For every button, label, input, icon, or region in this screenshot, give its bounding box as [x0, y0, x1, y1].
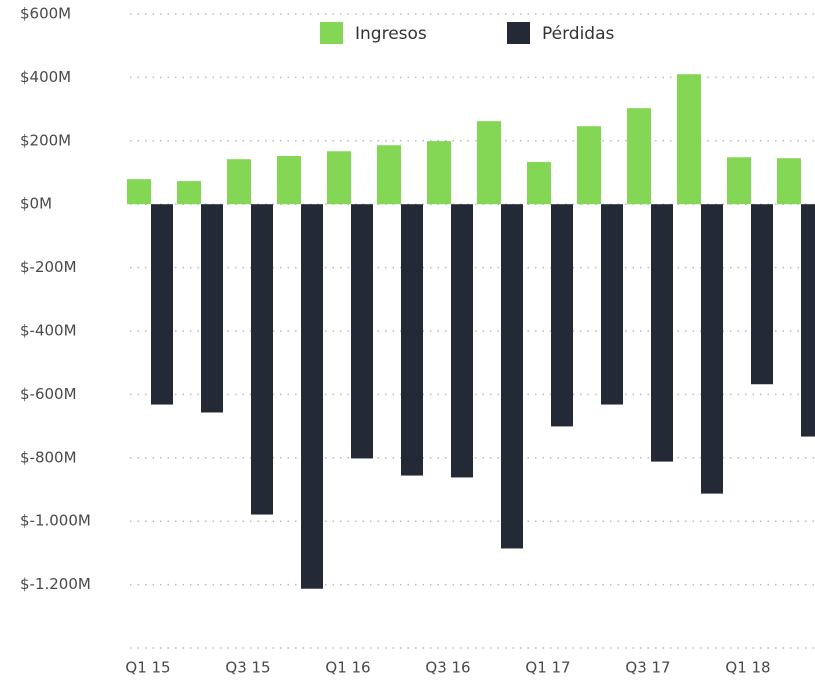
y-tick-label: $200M: [20, 131, 71, 149]
bar: [501, 204, 523, 549]
x-tick-label: Q3 15: [225, 659, 270, 677]
y-tick-label: $600M: [20, 5, 71, 23]
bar: [227, 159, 251, 205]
bar: [751, 204, 773, 385]
bar: [527, 162, 551, 205]
bar: [177, 181, 201, 205]
legend-swatch: [507, 22, 530, 44]
bar: [327, 151, 351, 205]
y-tick-label: $400M: [20, 68, 71, 86]
bar: [151, 204, 173, 405]
x-tick-label: Q1 15: [125, 659, 170, 677]
x-tick-label: Q1 17: [525, 659, 570, 677]
legend-label: Ingresos: [355, 24, 427, 44]
bar: [551, 204, 573, 427]
bar: [377, 145, 401, 205]
bar: [577, 126, 601, 205]
bar: [427, 141, 451, 205]
y-tick-label: $0M: [20, 195, 52, 213]
x-tick-label: Q1 16: [325, 659, 370, 677]
bar: [451, 204, 473, 478]
y-tick-label: $-200M: [20, 258, 77, 276]
bar: [601, 204, 623, 405]
bar: [651, 204, 673, 462]
x-tick-label: Q3 16: [425, 659, 470, 677]
bar: [801, 204, 815, 437]
bar: [201, 204, 223, 413]
legend-swatch: [320, 22, 343, 44]
y-tick-label: $-800M: [20, 448, 77, 466]
bar: [727, 157, 751, 205]
bar: [477, 121, 501, 205]
bar: [401, 204, 423, 476]
bar: [251, 204, 273, 515]
x-tick-label: Q1 18: [725, 659, 770, 677]
y-tick-label: $-600M: [20, 385, 77, 403]
x-tick-label: Q3 17: [625, 659, 670, 677]
bar: [627, 108, 651, 205]
bar: [301, 204, 323, 589]
bar: [677, 74, 701, 205]
bar: [701, 204, 723, 494]
bar: [127, 179, 151, 205]
y-tick-label: $-1.000M: [20, 512, 91, 530]
bar: [777, 158, 801, 205]
bar: [277, 156, 301, 205]
legend-label: Pérdidas: [542, 24, 615, 44]
y-tick-label: $-400M: [20, 322, 77, 340]
y-tick-label: $-1.200M: [20, 575, 91, 593]
bar: [351, 204, 373, 459]
